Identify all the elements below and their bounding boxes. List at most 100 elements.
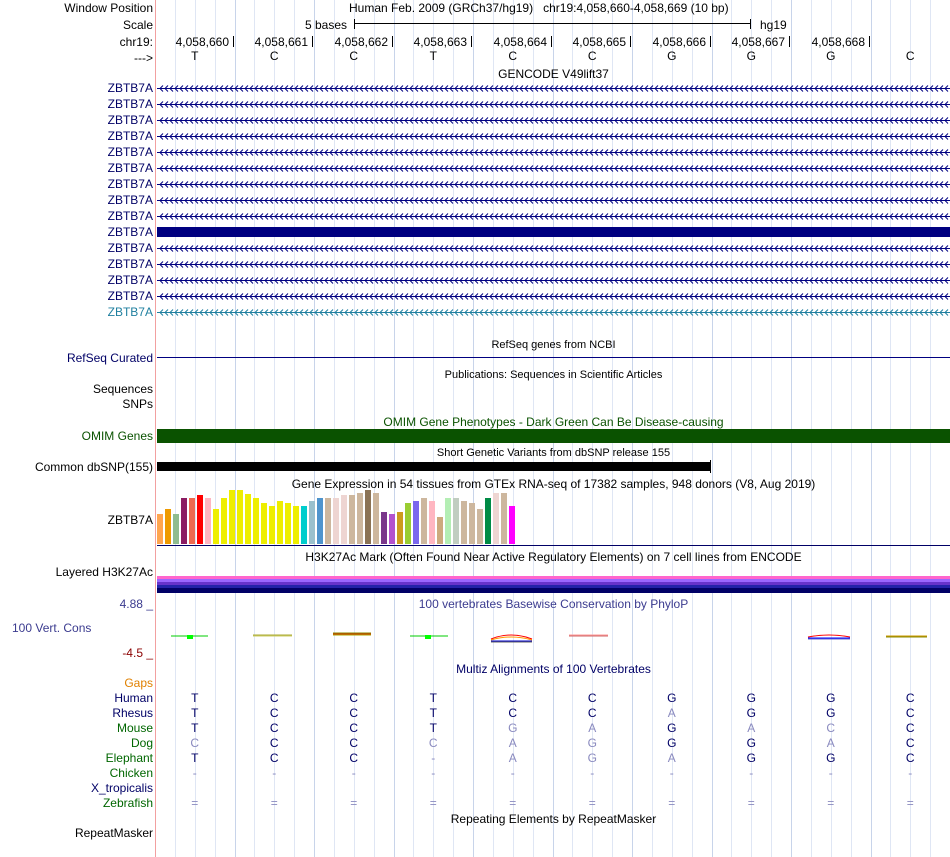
phylop-label[interactable]: 100 Vert. Cons: [12, 621, 92, 635]
gencode-transcript[interactable]: [157, 113, 950, 127]
gtex-bar[interactable]: [381, 512, 387, 544]
gtex-bar[interactable]: [253, 498, 259, 544]
repeatmasker-label[interactable]: RepeatMasker: [74, 826, 153, 840]
species-label[interactable]: Human: [114, 691, 153, 705]
gtex-bar[interactable]: [173, 514, 179, 544]
gencode-transcript[interactable]: [157, 193, 950, 207]
dbsnp-label[interactable]: Common dbSNP(155): [34, 460, 153, 474]
gtex-bar[interactable]: [213, 509, 219, 544]
species-label[interactable]: Elephant: [105, 751, 153, 765]
gencode-gene-label[interactable]: ZBTB7A: [107, 145, 153, 159]
gtex-bar[interactable]: [325, 498, 331, 544]
gencode-gene-label[interactable]: ZBTB7A: [107, 241, 153, 255]
gencode-transcript[interactable]: [157, 177, 950, 191]
alignment-base: C: [269, 691, 279, 705]
gencode-gene-label[interactable]: ZBTB7A: [107, 97, 153, 111]
gencode-gene-label[interactable]: ZBTB7A: [107, 225, 153, 239]
gtex-bar[interactable]: [453, 498, 459, 544]
gtex-bar[interactable]: [197, 495, 203, 544]
gtex-bar[interactable]: [493, 493, 499, 544]
species-label[interactable]: Dog: [130, 736, 153, 750]
gencode-gene-label[interactable]: ZBTB7A: [107, 161, 153, 175]
gtex-bar[interactable]: [285, 503, 291, 544]
species-label[interactable]: Zebrafish: [102, 796, 153, 810]
species-label[interactable]: Rhesus: [112, 706, 153, 720]
gencode-gene-label[interactable]: ZBTB7A: [107, 193, 153, 207]
gtex-bar[interactable]: [421, 498, 427, 544]
gtex-bar[interactable]: [349, 495, 355, 544]
gencode-gene-label[interactable]: ZBTB7A: [107, 209, 153, 223]
gtex-bar[interactable]: [269, 506, 275, 544]
gtex-bar[interactable]: [501, 493, 507, 544]
gtex-bar[interactable]: [469, 503, 475, 544]
gencode-transcript[interactable]: [157, 209, 950, 223]
species-label[interactable]: Mouse: [116, 721, 153, 735]
gtex-bar[interactable]: [341, 495, 347, 544]
gtex-bar[interactable]: [205, 498, 211, 544]
gtex-bar[interactable]: [509, 506, 515, 544]
gencode-transcript[interactable]: [157, 145, 950, 159]
gencode-transcript[interactable]: [157, 257, 950, 271]
gtex-bar[interactable]: [365, 490, 371, 544]
gencode-transcript[interactable]: [157, 97, 950, 111]
gencode-transcript[interactable]: [157, 289, 950, 303]
gencode-transcript[interactable]: [157, 305, 950, 319]
gtex-bar[interactable]: [181, 498, 187, 544]
gtex-bar[interactable]: [293, 506, 299, 544]
refseq-label[interactable]: RefSeq Curated: [66, 351, 153, 365]
gtex-bar[interactable]: [317, 498, 323, 544]
gtex-bar[interactable]: [189, 498, 195, 544]
gencode-transcript[interactable]: [157, 161, 950, 175]
gtex-bar[interactable]: [445, 498, 451, 544]
gencode-gene-label[interactable]: ZBTB7A: [107, 289, 153, 303]
gencode-transcript[interactable]: [157, 129, 950, 143]
publications-snps-label[interactable]: SNPs: [122, 397, 153, 411]
gtex-bar[interactable]: [157, 514, 163, 544]
gtex-bar[interactable]: [229, 490, 235, 544]
dbsnp-bar[interactable]: [157, 462, 710, 471]
gencode-gene-label[interactable]: ZBTB7A: [107, 113, 153, 127]
gtex-bar[interactable]: [461, 501, 467, 544]
gtex-bar[interactable]: [429, 501, 435, 544]
gencode-transcript[interactable]: [157, 81, 950, 95]
gencode-gene-label[interactable]: ZBTB7A: [107, 177, 153, 191]
h3k27ac-bands[interactable]: [157, 576, 950, 593]
gencode-gene-label[interactable]: ZBTB7A: [107, 305, 153, 319]
gencode-transcript[interactable]: [157, 273, 950, 287]
gtex-bar[interactable]: [413, 501, 419, 544]
gtex-chart[interactable]: [157, 490, 950, 546]
gtex-bar[interactable]: [333, 498, 339, 544]
h3k27ac-label[interactable]: Layered H3K27Ac: [55, 565, 153, 579]
gtex-bar[interactable]: [165, 509, 171, 544]
gtex-bar[interactable]: [309, 501, 315, 544]
gencode-gene-label[interactable]: ZBTB7A: [107, 273, 153, 287]
gtex-bar[interactable]: [301, 506, 307, 544]
species-label[interactable]: Chicken: [109, 766, 153, 780]
gtex-bar[interactable]: [477, 509, 483, 544]
gtex-bar[interactable]: [357, 493, 363, 544]
gtex-bar[interactable]: [237, 490, 243, 544]
gtex-bar[interactable]: [261, 503, 267, 544]
gtex-bar[interactable]: [485, 498, 491, 544]
phylop-track[interactable]: [157, 625, 950, 655]
publications-sequences-label[interactable]: Sequences: [92, 382, 153, 396]
gtex-bar[interactable]: [389, 514, 395, 544]
refseq-line[interactable]: [157, 357, 950, 358]
gencode-transcript[interactable]: [157, 241, 950, 255]
omim-bar[interactable]: [157, 429, 950, 443]
gencode-transcript[interactable]: [157, 225, 950, 239]
gtex-bar[interactable]: [405, 503, 411, 544]
gtex-bar[interactable]: [221, 498, 227, 544]
gtex-bar[interactable]: [277, 501, 283, 544]
species-label[interactable]: X_tropicalis: [90, 781, 153, 795]
omim-label[interactable]: OMIM Genes: [81, 429, 153, 443]
gtex-bar[interactable]: [245, 494, 251, 544]
gtex-label[interactable]: ZBTB7A: [107, 513, 153, 527]
gtex-bar[interactable]: [437, 517, 443, 544]
gencode-gene-label[interactable]: ZBTB7A: [107, 257, 153, 271]
gencode-gene-label[interactable]: ZBTB7A: [107, 81, 153, 95]
gencode-gene-label[interactable]: ZBTB7A: [107, 129, 153, 143]
gtex-bar[interactable]: [373, 493, 379, 544]
gtex-bar[interactable]: [397, 512, 403, 544]
